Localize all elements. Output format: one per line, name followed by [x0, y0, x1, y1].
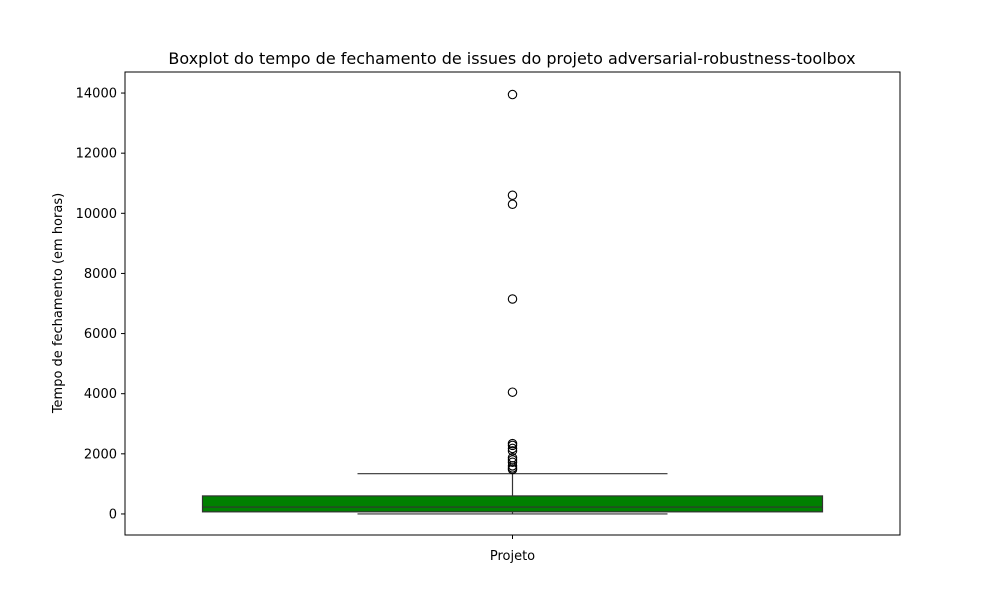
outlier-point — [507, 438, 518, 449]
x-tick-label: Projeto — [490, 549, 535, 564]
outlier-point — [507, 443, 518, 454]
y-tick-label: 14000 — [76, 87, 117, 102]
outlier-point — [507, 89, 518, 100]
y-tick-label: 6000 — [84, 327, 117, 342]
outlier-point — [507, 190, 518, 201]
outlier-point — [507, 452, 518, 463]
x-axis: Projeto — [490, 535, 535, 564]
y-tick-label: 8000 — [84, 267, 117, 282]
y-axis: 0 2000 4000 6000 8000 10000 12000 14000 — [76, 87, 125, 522]
outlier-point — [507, 446, 518, 456]
y-tick-label: 12000 — [76, 147, 117, 162]
box-group — [201, 89, 824, 515]
y-tick-label: 4000 — [84, 387, 117, 402]
y-tick-label: 0 — [109, 507, 117, 522]
outlier-point — [507, 457, 518, 467]
chart-title: Boxplot do tempo de fechamento de issues… — [168, 49, 855, 68]
outlier-point — [507, 387, 518, 397]
outlier-point — [507, 199, 518, 210]
y-axis-label: Tempo de fechamento (em horas) — [51, 193, 66, 414]
outlier-point — [507, 294, 518, 304]
y-tick-label: 2000 — [84, 447, 117, 462]
iqr-box — [201, 495, 824, 513]
y-tick-label: 10000 — [76, 207, 117, 222]
